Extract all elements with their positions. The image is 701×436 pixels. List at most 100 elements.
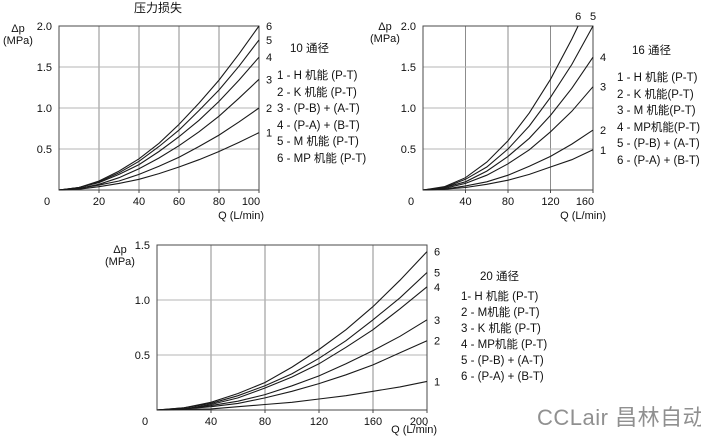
legend-item: 6 - (P-A) + (B-T) bbox=[617, 154, 700, 167]
x-tick-label: 160 bbox=[576, 196, 594, 208]
x-tick-label: 200 bbox=[410, 416, 428, 428]
curve-label: 1 bbox=[266, 128, 272, 140]
curve-label: 6 bbox=[575, 11, 581, 23]
x-tick-label: 40 bbox=[205, 416, 217, 428]
y-axis-unit: (MPa) bbox=[3, 35, 33, 47]
curve-3 bbox=[422, 86, 594, 191]
y-tick-label: 1.5 bbox=[401, 62, 416, 74]
curve-label: 3 bbox=[266, 74, 272, 86]
curve-label: 5 bbox=[434, 268, 440, 280]
legend-item: 5 - (P-B) + (A-T) bbox=[617, 138, 700, 150]
legend-item: 3 - M 机能(P-T) bbox=[617, 105, 696, 117]
y-axis-unit: (MPa) bbox=[105, 256, 135, 268]
y-tick-label: 2.0 bbox=[37, 21, 52, 33]
x-tick-label: 80 bbox=[502, 196, 514, 208]
curve-label: 4 bbox=[266, 52, 272, 64]
curve-6 bbox=[156, 251, 428, 411]
legend-item: 5 - (P-B) + (A-T) bbox=[461, 355, 544, 367]
curve-5 bbox=[156, 272, 428, 411]
y-axis-unit: (MPa) bbox=[370, 33, 400, 45]
curve-6 bbox=[58, 25, 260, 191]
x-axis-label-chart2: Q (L/min) bbox=[560, 210, 606, 222]
legend-title: 16 通径 bbox=[632, 45, 671, 57]
legend-item: 1- H 机能 (P-T) bbox=[461, 291, 539, 303]
legend-item: 5 - M 机能 (P-T) bbox=[277, 136, 359, 148]
x-tick-label: 40 bbox=[459, 196, 471, 208]
y-axis-label-chart3: Δp (MPa) bbox=[100, 244, 140, 268]
y-tick-label: 1.0 bbox=[135, 295, 150, 307]
curve-1 bbox=[156, 380, 428, 411]
curve-6 bbox=[422, 25, 579, 191]
watermark: CCLair 昌林自动化 bbox=[537, 405, 701, 430]
legend-item: 4 - (P-A) + (B-T) bbox=[277, 119, 360, 132]
x-axis-label-chart1: Q (L/min) bbox=[218, 210, 264, 222]
y-tick-label: 1.0 bbox=[37, 103, 52, 115]
y-axis-label-chart1: Δp (MPa) bbox=[0, 23, 36, 47]
x-tick-label: 0 bbox=[142, 416, 148, 428]
y-axis-symbol: Δp bbox=[11, 23, 25, 35]
legend-item: 6 - MP 机能 (P-T) bbox=[277, 152, 367, 165]
x-axis-label-chart3: Q (L/min) bbox=[391, 424, 437, 436]
y-axis-symbol: Δp bbox=[378, 21, 392, 33]
y-tick-label: 1.0 bbox=[401, 103, 416, 115]
curve-5 bbox=[58, 39, 260, 191]
curve-4 bbox=[58, 56, 260, 191]
curve-4 bbox=[156, 286, 428, 411]
curve-label: 5 bbox=[266, 35, 272, 47]
y-tick-label: 0.5 bbox=[401, 144, 416, 156]
x-tick-label: 80 bbox=[213, 196, 225, 208]
curve-label: 5 bbox=[590, 11, 596, 23]
x-tick-label: 0 bbox=[44, 196, 50, 208]
plot-frame bbox=[156, 244, 428, 411]
curve-label: 4 bbox=[600, 52, 606, 64]
legend-item: 1 - H 机能 (P-T) bbox=[277, 70, 358, 82]
legend-chart1: 10 通径 1 - H 机能 (P-T) 2 - K 机能 (P-T) 3 - (P… bbox=[277, 43, 366, 169]
x-tick-label: 40 bbox=[133, 196, 145, 208]
legend-chart2: 16 通径 1 - H 机能 (P-T) 2 - K 机能(P-T) 3 - M 机… bbox=[617, 45, 700, 171]
curve-label: 3 bbox=[434, 315, 440, 327]
curve-label: 4 bbox=[434, 282, 440, 294]
legend-item: 2 - M机能 (P-T) bbox=[461, 307, 540, 319]
legend-item: 2 - K 机能 (P-T) bbox=[277, 86, 357, 99]
legend-item: 1 - H 机能 (P-T) bbox=[617, 72, 698, 84]
curve-label: 1 bbox=[434, 376, 440, 388]
curve-label: 2 bbox=[434, 336, 440, 348]
curve-5 bbox=[422, 25, 594, 191]
y-tick-label: 1.5 bbox=[37, 62, 52, 74]
curve-label: 2 bbox=[266, 103, 272, 115]
legend-item: 4 - MP机能 (P-T) bbox=[461, 339, 548, 351]
x-tick-label: 120 bbox=[310, 416, 328, 428]
legend-chart3: 20 通径 1- H 机能 (P-T) 2 - M机能 (P-T) 3 - K 机能… bbox=[461, 271, 547, 387]
y-tick-label: 0.5 bbox=[135, 350, 150, 362]
curve-2 bbox=[422, 129, 594, 191]
legend-item: 3 - K 机能 (P-T) bbox=[461, 323, 541, 335]
figure-title: 压力损失 bbox=[133, 1, 182, 15]
x-tick-label: 20 bbox=[93, 196, 105, 208]
x-tick-label: 160 bbox=[364, 416, 382, 428]
curve-3 bbox=[156, 319, 428, 411]
curve-3 bbox=[58, 78, 260, 191]
x-tick-label: 120 bbox=[541, 196, 559, 208]
x-tick-label: 80 bbox=[259, 416, 271, 428]
y-tick-label: 1.5 bbox=[135, 240, 150, 252]
curve-1 bbox=[58, 132, 260, 191]
y-tick-label: 2.0 bbox=[401, 21, 416, 33]
curve-label: 3 bbox=[600, 82, 606, 94]
x-tick-label: 0 bbox=[408, 196, 414, 208]
legend-item: 6 - (P-A) + (B-T) bbox=[461, 371, 544, 383]
legend-title: 20 通径 bbox=[480, 271, 519, 283]
y-axis-symbol: Δp bbox=[113, 244, 127, 256]
legend-title: 10 通径 bbox=[290, 43, 329, 55]
legend-item: 2 - K 机能(P-T) bbox=[617, 88, 694, 101]
curve-2 bbox=[156, 340, 428, 411]
legend-item: 3 - (P-B) + (A-T) bbox=[277, 103, 360, 115]
curve-4 bbox=[422, 56, 594, 191]
x-tick-label: 100 bbox=[242, 196, 260, 208]
curve-label: 2 bbox=[600, 125, 606, 137]
curve-label: 6 bbox=[266, 21, 272, 33]
curve-label: 6 bbox=[434, 247, 440, 259]
y-axis-label-chart2: Δp (MPa) bbox=[364, 21, 406, 45]
y-tick-label: 0.5 bbox=[37, 144, 52, 156]
